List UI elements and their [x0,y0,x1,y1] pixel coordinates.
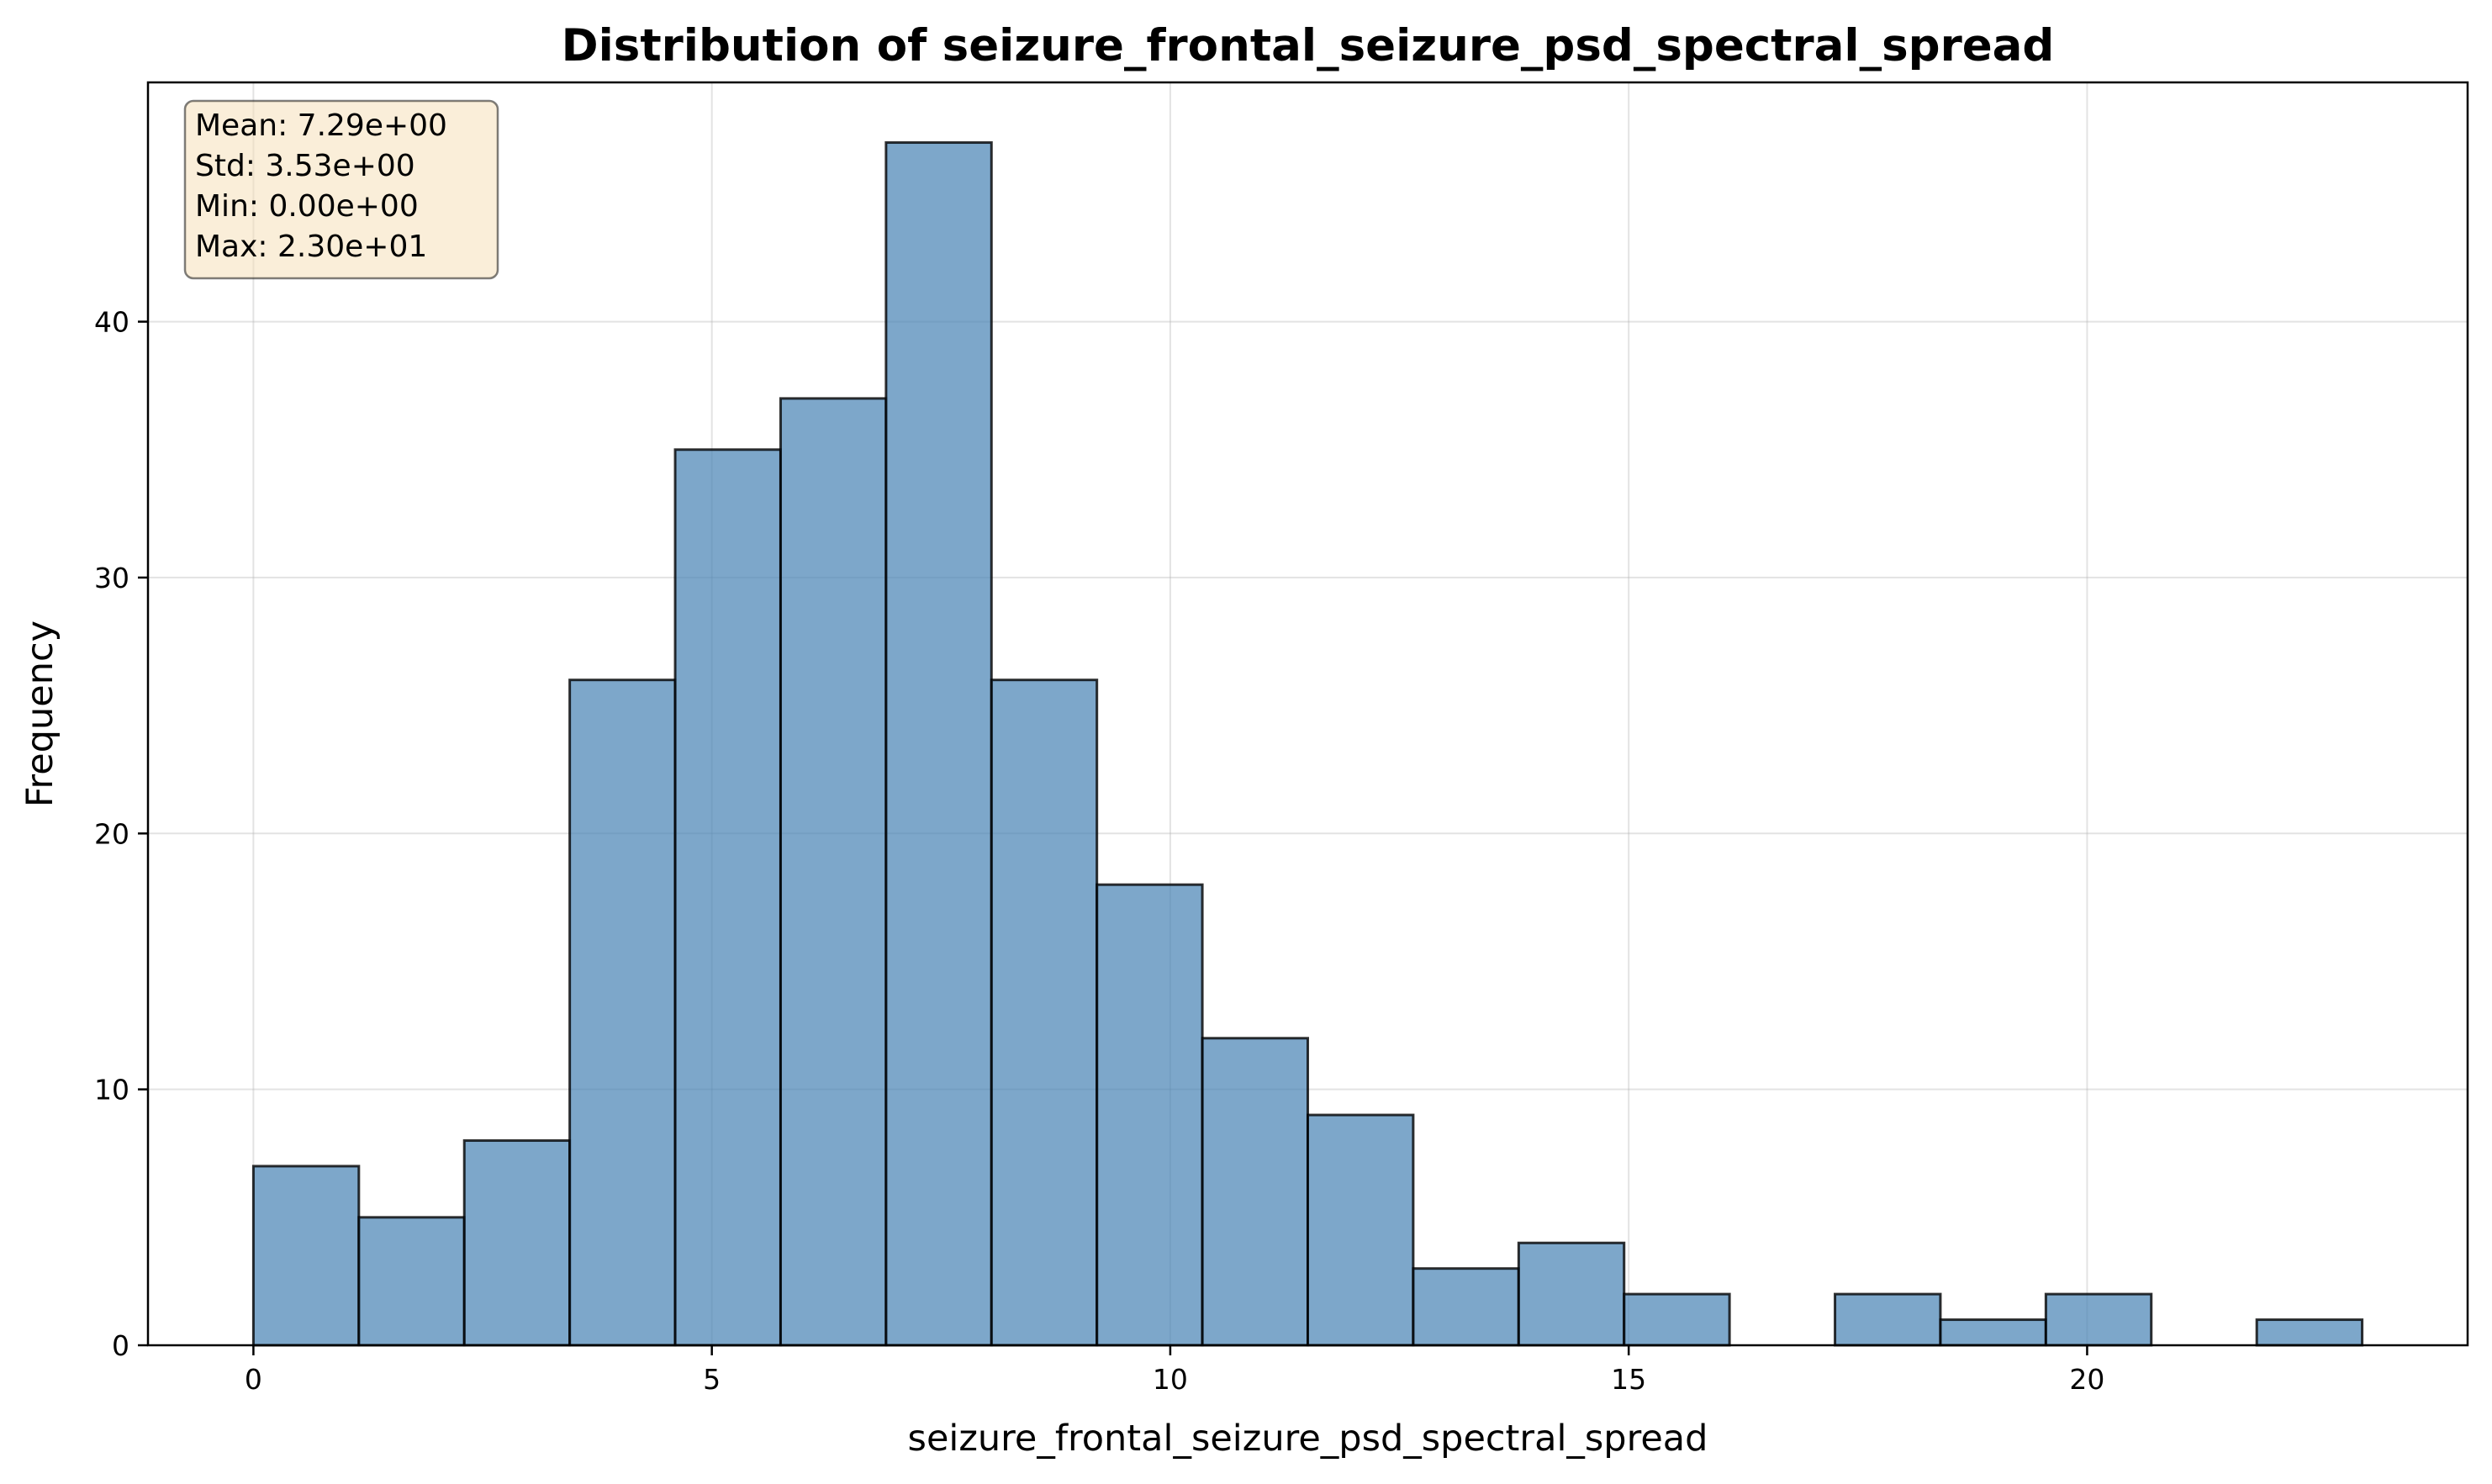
x-tick-label: 10 [1153,1363,1188,1396]
histogram-bar [1201,1037,1310,1347]
histogram-bar [1939,1318,2047,1347]
stats-box: Mean: 7.29e+00 Std: 3.53e+00 Min: 0.00e+… [183,99,499,280]
histogram-bar [673,448,782,1347]
stats-mean: Mean: 7.29e+00 [195,108,447,143]
histogram-bar [1096,883,1204,1347]
y-tick-label: 10 [94,1074,129,1106]
histogram-bar [2255,1318,2364,1347]
histogram-bar [2044,1292,2153,1347]
y-tick-label: 30 [94,562,129,594]
y-tick-label: 20 [94,817,129,850]
bars-layer [251,141,2364,1347]
histogram-bar [1307,1113,1415,1347]
stats-std: Std: 3.53e+00 [195,149,415,183]
y-axis-label: Frequency [19,621,61,807]
plot-frame [146,81,2469,1347]
x-tick-label: 15 [1611,1363,1646,1396]
histogram-bar [884,141,993,1347]
stats-min: Min: 0.00e+00 [195,189,419,224]
histogram-bar [462,1139,572,1347]
histogram-bar [357,1216,466,1347]
x-tick-label: 5 [703,1363,721,1396]
histogram-bar [1834,1292,1942,1347]
histogram-bar [1517,1241,1626,1347]
stats-box-background [183,99,499,280]
ticks-layer: 0 5 10 15 20 0 10 20 30 40 [94,306,2104,1396]
y-tick-label: 0 [112,1329,129,1362]
y-tick-label: 40 [94,306,129,339]
stats-max: Max: 2.30e+01 [195,230,427,264]
x-tick-label: 0 [245,1363,262,1396]
histogram-bar [251,1164,361,1347]
histogram-bar [568,679,677,1347]
histogram-bar [779,397,888,1347]
x-tick-label: 20 [2069,1363,2104,1396]
histogram-bar [1623,1292,1731,1347]
histogram-bar [990,679,1099,1347]
histogram-bar [1412,1267,1520,1347]
chart-title: Distribution of seizure_frontal_seizure_… [562,20,2055,71]
x-axis-label: seizure_frontal_seizure_psd_spectral_spr… [908,1418,1708,1460]
